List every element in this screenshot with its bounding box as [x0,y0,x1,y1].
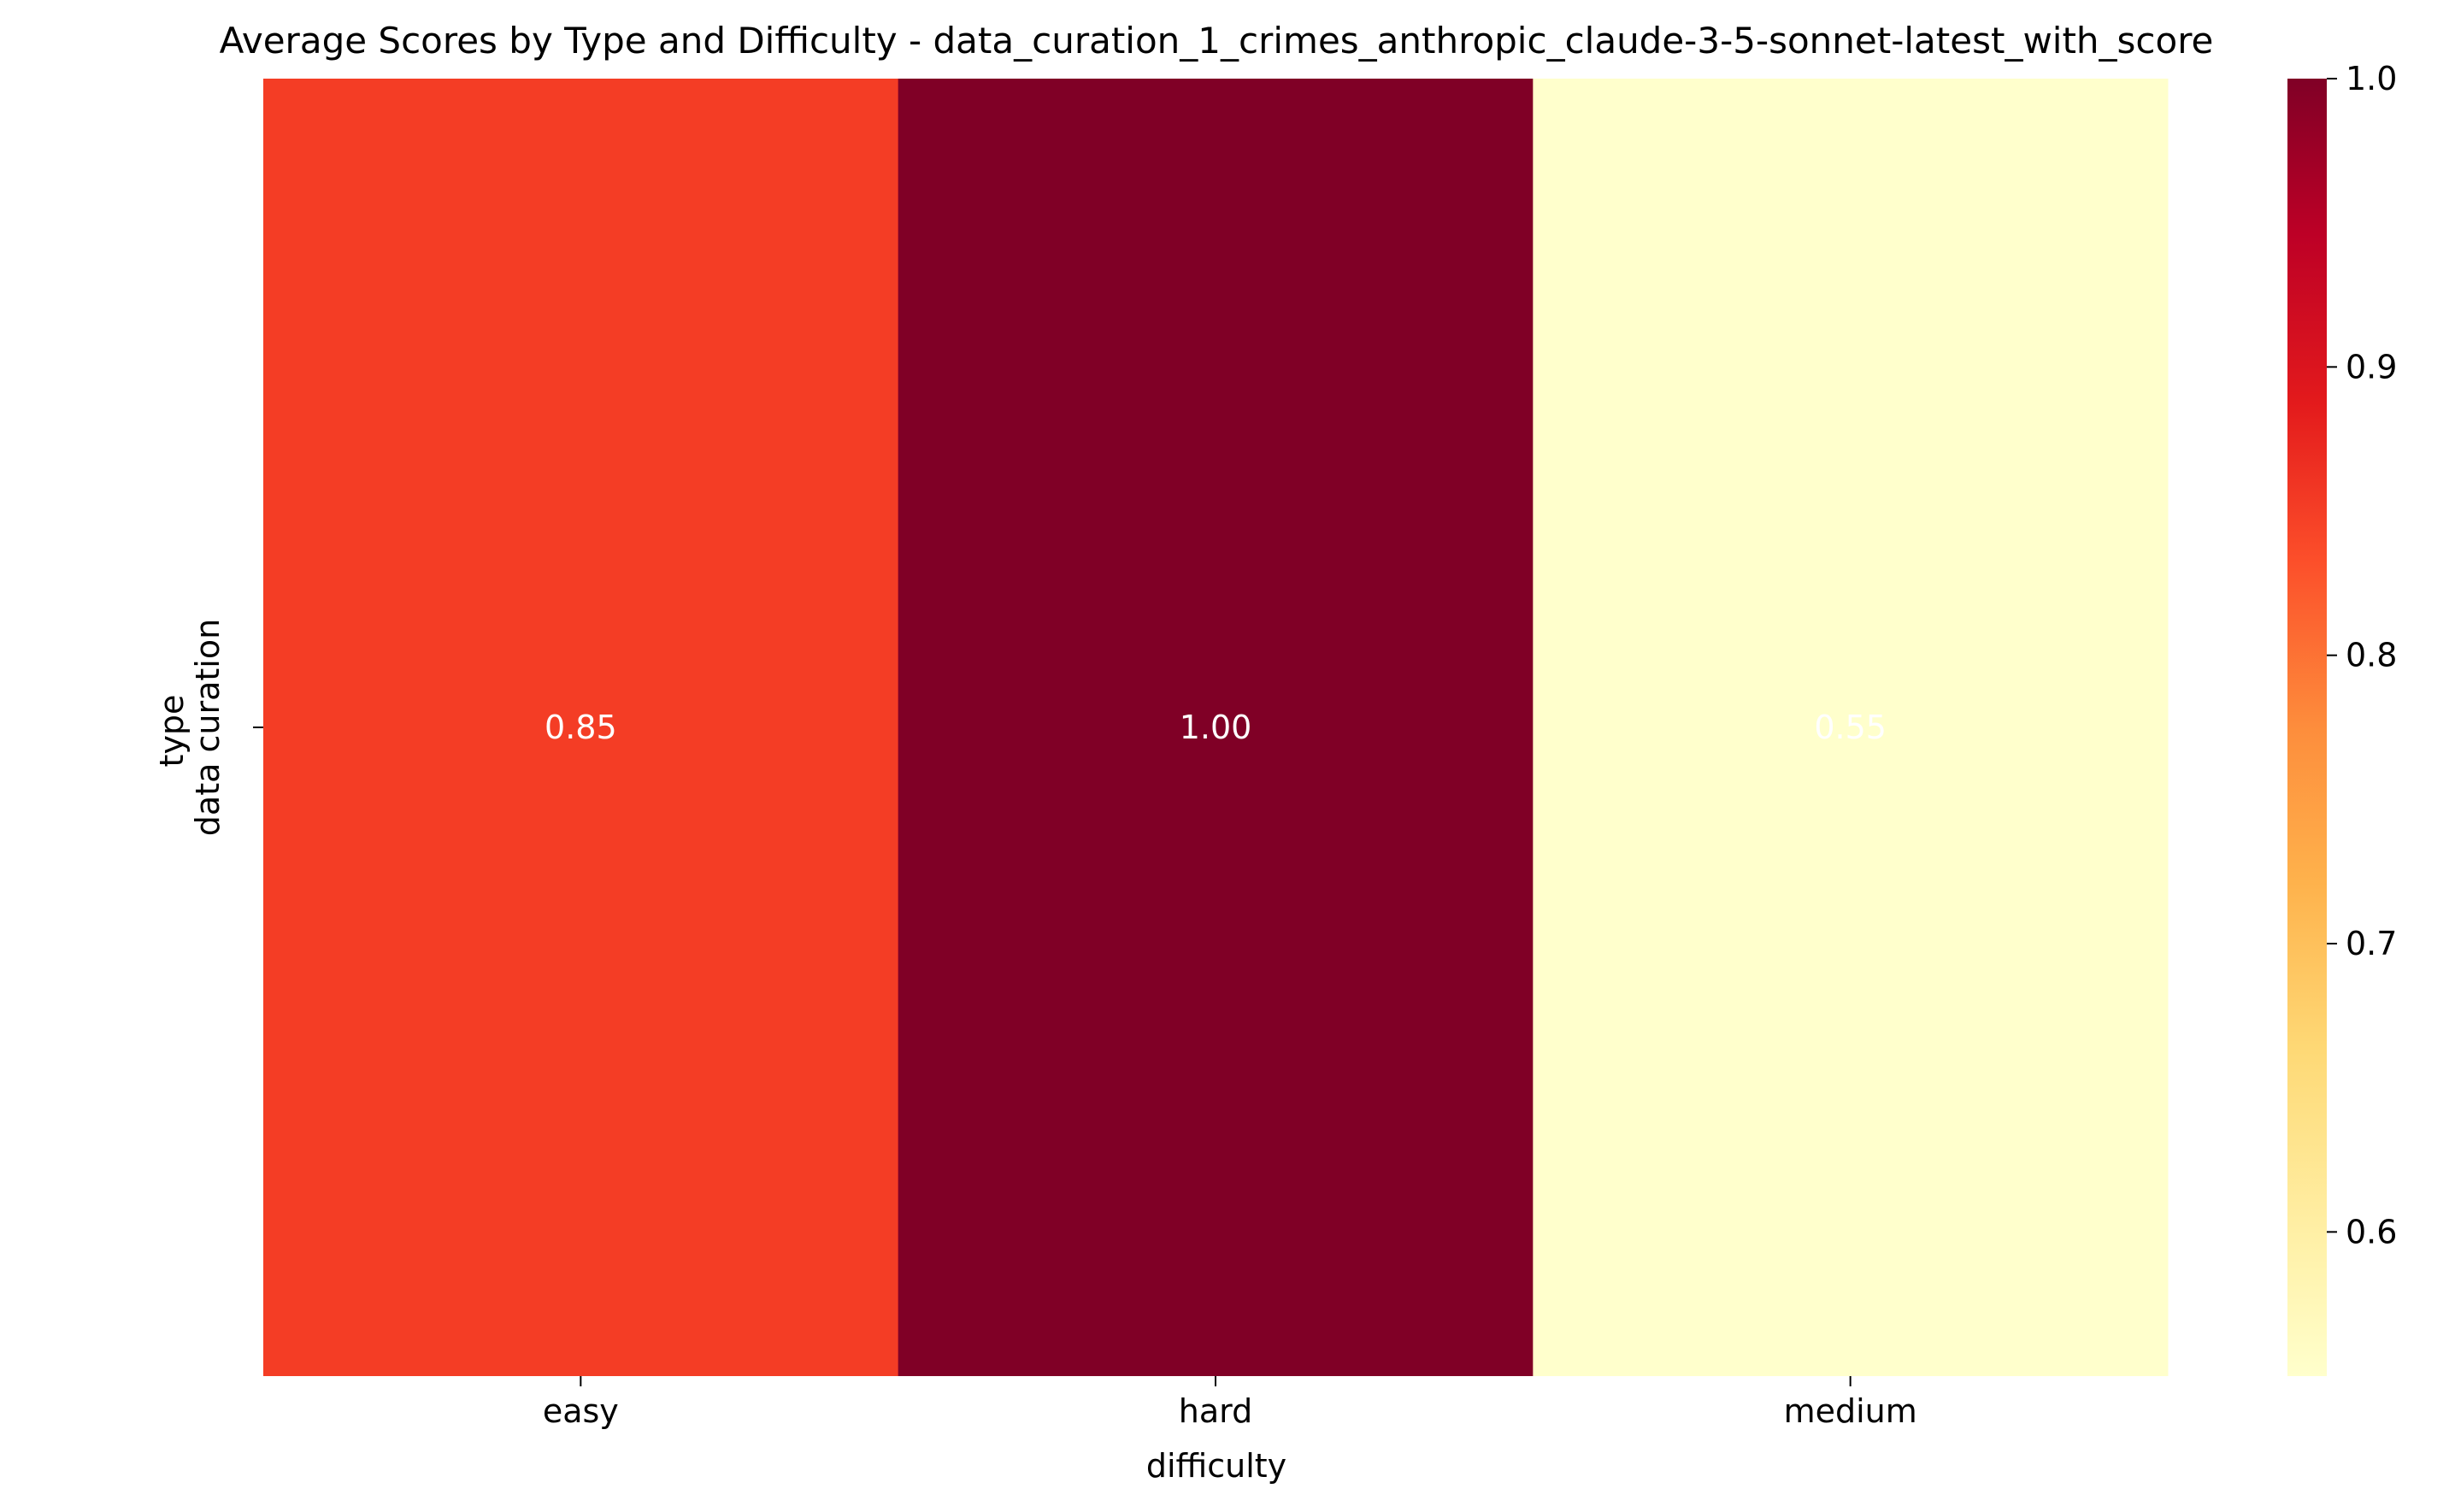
cell-value-label: 0.55 [1814,709,1887,746]
chart-title: Average Scores by Type and Difficulty - … [220,20,2214,62]
cell-value-label: 1.00 [1180,709,1252,746]
x-tick-label: easy [543,1392,619,1430]
x-tick-label: hard [1179,1392,1252,1430]
cell-value-label: 0.85 [545,709,617,746]
y-axis-label: type [153,695,191,768]
cell-labels: 0.85 1.00 0.55 [545,709,1887,746]
y-tick-label: data curation [189,619,227,836]
colorbar-tick-label: 1.0 [2346,60,2397,97]
x-tick-label: medium [1784,1392,1917,1430]
heatmap-cell [263,79,899,1376]
y-axis: data curation [189,619,263,836]
x-axis: easy hard medium [543,1376,1917,1430]
colorbar-tick-label: 0.9 [2346,348,2397,385]
colorbar-tick-label: 0.6 [2346,1213,2397,1250]
colorbar [2287,79,2327,1376]
heatmap-cell [898,79,1534,1376]
heatmap-cell [1533,79,2169,1376]
colorbar-tick-label: 0.8 [2346,637,2397,674]
colorbar-ticks: 0.6 0.7 0.8 0.9 1.0 [2327,60,2397,1250]
colorbar-tick-label: 0.7 [2346,925,2397,962]
heatmap-cells [263,79,2169,1376]
x-axis-label: difficulty [1146,1447,1286,1485]
colorbar-gradient [2287,79,2327,1376]
